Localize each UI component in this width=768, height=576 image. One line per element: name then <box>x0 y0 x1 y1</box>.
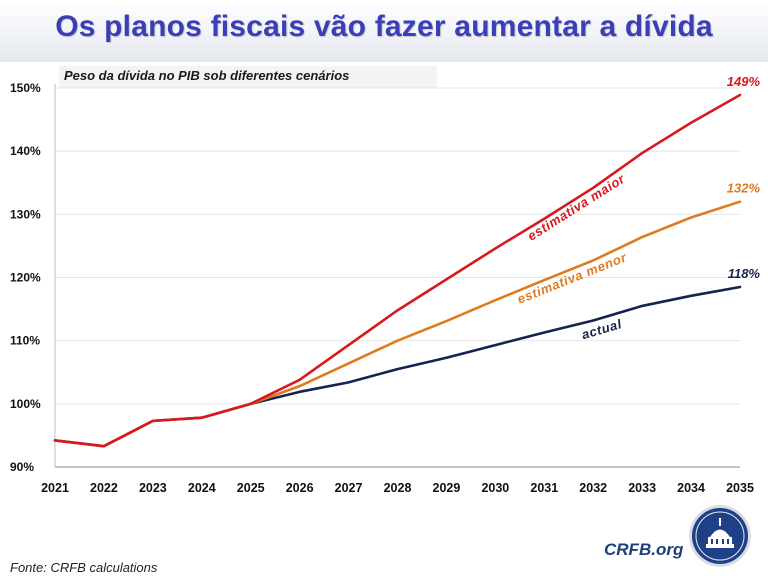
page-title: Os planos fiscais vão fazer aumentar a d… <box>55 10 713 43</box>
subtitle-box <box>59 66 437 88</box>
x-tick-label: 2034 <box>677 481 705 495</box>
title-bar <box>0 0 768 62</box>
y-tick-label: 150% <box>10 81 41 95</box>
chart-subtitle: Peso da dívida no PIB sob diferentes cen… <box>64 68 350 83</box>
y-tick-label: 90% <box>10 460 34 474</box>
y-tick-label: 120% <box>10 271 41 285</box>
x-tick-label: 2028 <box>384 481 412 495</box>
x-tick-label: 2023 <box>139 481 167 495</box>
series-label: actual <box>580 316 624 342</box>
x-tick-label: 2025 <box>237 481 265 495</box>
x-tick-label: 2030 <box>481 481 509 495</box>
x-tick-label: 2033 <box>628 481 656 495</box>
x-tick-label: 2021 <box>41 481 69 495</box>
x-tick-label: 2031 <box>530 481 558 495</box>
x-tick-label: 2027 <box>335 481 363 495</box>
x-tick-label: 2029 <box>433 481 461 495</box>
brand-label: CRFB.org <box>604 540 684 559</box>
end-value-label: 132% <box>727 181 761 196</box>
y-tick-label: 130% <box>10 207 41 221</box>
end-value-label: 118% <box>728 266 761 281</box>
x-tick-label: 2032 <box>579 481 607 495</box>
y-tick-label: 100% <box>10 397 41 411</box>
series-label: estimativa menor <box>515 249 629 306</box>
y-tick-label: 140% <box>10 144 41 158</box>
y-tick-label: 110% <box>10 334 40 348</box>
crfb-logo-icon <box>689 505 751 567</box>
x-tick-label: 2026 <box>286 481 314 495</box>
series-line-estimativa-maior <box>53 93 742 448</box>
x-tick-label: 2035 <box>726 481 754 495</box>
x-tick-label: 2022 <box>90 481 118 495</box>
end-value-label: 149% <box>727 74 761 89</box>
series-line-estimativa-menor <box>53 200 742 448</box>
x-tick-label: 2024 <box>188 481 216 495</box>
source-note: Fonte: CRFB calculations <box>10 560 158 575</box>
series-label: estimativa maior <box>525 171 628 244</box>
